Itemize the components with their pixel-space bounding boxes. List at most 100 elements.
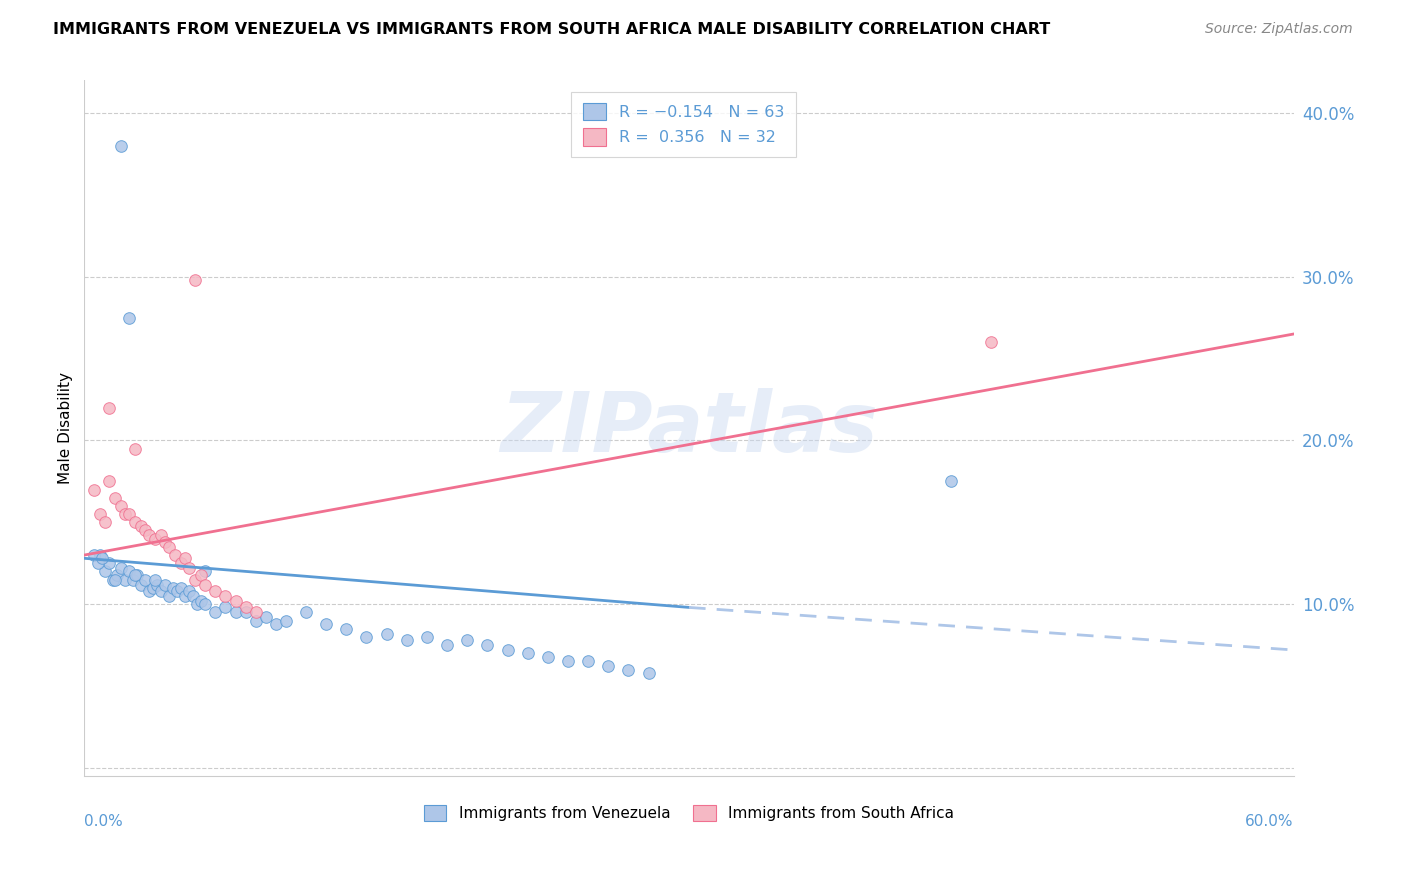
Point bbox=[436, 638, 458, 652]
Point bbox=[165, 548, 187, 562]
Point bbox=[335, 622, 357, 636]
Text: Source: ZipAtlas.com: Source: ZipAtlas.com bbox=[1205, 22, 1353, 37]
Point bbox=[166, 584, 188, 599]
Point bbox=[214, 600, 236, 615]
Point bbox=[184, 573, 207, 587]
Point bbox=[537, 649, 560, 664]
Point bbox=[245, 605, 267, 619]
Point bbox=[416, 630, 439, 644]
Point bbox=[235, 605, 257, 619]
Point bbox=[149, 584, 172, 599]
Point bbox=[110, 499, 132, 513]
Point bbox=[617, 663, 640, 677]
Point bbox=[149, 528, 172, 542]
Point bbox=[118, 310, 141, 325]
Point bbox=[104, 573, 127, 587]
Point bbox=[157, 589, 180, 603]
Point bbox=[456, 633, 478, 648]
Point bbox=[114, 507, 136, 521]
Point bbox=[190, 567, 212, 582]
Point bbox=[181, 589, 204, 603]
Text: 0.0%: 0.0% bbox=[84, 814, 124, 830]
Point bbox=[87, 556, 110, 570]
Point bbox=[204, 605, 226, 619]
Point bbox=[134, 524, 156, 538]
Point bbox=[124, 516, 146, 530]
Point bbox=[179, 561, 201, 575]
Point bbox=[225, 605, 247, 619]
Point bbox=[143, 573, 166, 587]
Point bbox=[143, 532, 166, 546]
Point bbox=[194, 577, 217, 591]
Point bbox=[121, 573, 143, 587]
Point bbox=[477, 638, 499, 652]
Point bbox=[356, 630, 378, 644]
Point bbox=[235, 600, 257, 615]
Point bbox=[83, 548, 105, 562]
Point bbox=[245, 614, 267, 628]
Point bbox=[295, 605, 318, 619]
Point bbox=[174, 551, 197, 566]
Point bbox=[83, 483, 105, 497]
Point bbox=[598, 659, 620, 673]
Point bbox=[576, 655, 599, 669]
Point bbox=[186, 597, 208, 611]
Point bbox=[110, 138, 132, 153]
Point bbox=[93, 516, 115, 530]
Point bbox=[118, 507, 141, 521]
Point bbox=[124, 442, 146, 456]
Text: ZIPatlas: ZIPatlas bbox=[501, 388, 877, 468]
Point bbox=[105, 567, 128, 582]
Point bbox=[375, 626, 398, 640]
Point bbox=[179, 584, 201, 599]
Point bbox=[637, 665, 659, 680]
Point bbox=[97, 475, 120, 489]
Legend: R = −0.154   N = 63, R =  0.356   N = 32: R = −0.154 N = 63, R = 0.356 N = 32 bbox=[571, 92, 796, 157]
Point bbox=[124, 567, 146, 582]
Point bbox=[204, 584, 226, 599]
Point bbox=[97, 401, 120, 415]
Point bbox=[118, 565, 141, 579]
Point bbox=[980, 335, 1002, 350]
Point bbox=[89, 507, 111, 521]
Point bbox=[125, 567, 148, 582]
Point bbox=[97, 556, 120, 570]
Point bbox=[225, 594, 247, 608]
Point bbox=[91, 551, 114, 566]
Point bbox=[93, 565, 115, 579]
Point bbox=[101, 573, 124, 587]
Point bbox=[274, 614, 297, 628]
Point bbox=[104, 491, 127, 505]
Point bbox=[174, 589, 197, 603]
Point bbox=[214, 589, 236, 603]
Point bbox=[114, 573, 136, 587]
Point bbox=[134, 573, 156, 587]
Point bbox=[395, 633, 418, 648]
Point bbox=[89, 548, 111, 562]
Text: IMMIGRANTS FROM VENEZUELA VS IMMIGRANTS FROM SOUTH AFRICA MALE DISABILITY CORREL: IMMIGRANTS FROM VENEZUELA VS IMMIGRANTS … bbox=[53, 22, 1050, 37]
Point bbox=[516, 646, 538, 660]
Point bbox=[939, 475, 962, 489]
Text: 60.0%: 60.0% bbox=[1246, 814, 1294, 830]
Point bbox=[170, 556, 193, 570]
Point bbox=[496, 643, 519, 657]
Point bbox=[157, 540, 180, 554]
Point bbox=[557, 655, 579, 669]
Point bbox=[190, 594, 212, 608]
Point bbox=[194, 565, 217, 579]
Point bbox=[264, 616, 287, 631]
Point bbox=[184, 273, 207, 287]
Point bbox=[146, 577, 169, 591]
Y-axis label: Male Disability: Male Disability bbox=[58, 372, 73, 484]
Point bbox=[315, 616, 337, 631]
Point bbox=[254, 610, 277, 624]
Point bbox=[153, 535, 176, 549]
Point bbox=[170, 581, 193, 595]
Point bbox=[194, 597, 217, 611]
Point bbox=[138, 528, 160, 542]
Point bbox=[110, 561, 132, 575]
Point bbox=[153, 577, 176, 591]
Point bbox=[142, 581, 165, 595]
Point bbox=[162, 581, 184, 595]
Point bbox=[129, 518, 152, 533]
